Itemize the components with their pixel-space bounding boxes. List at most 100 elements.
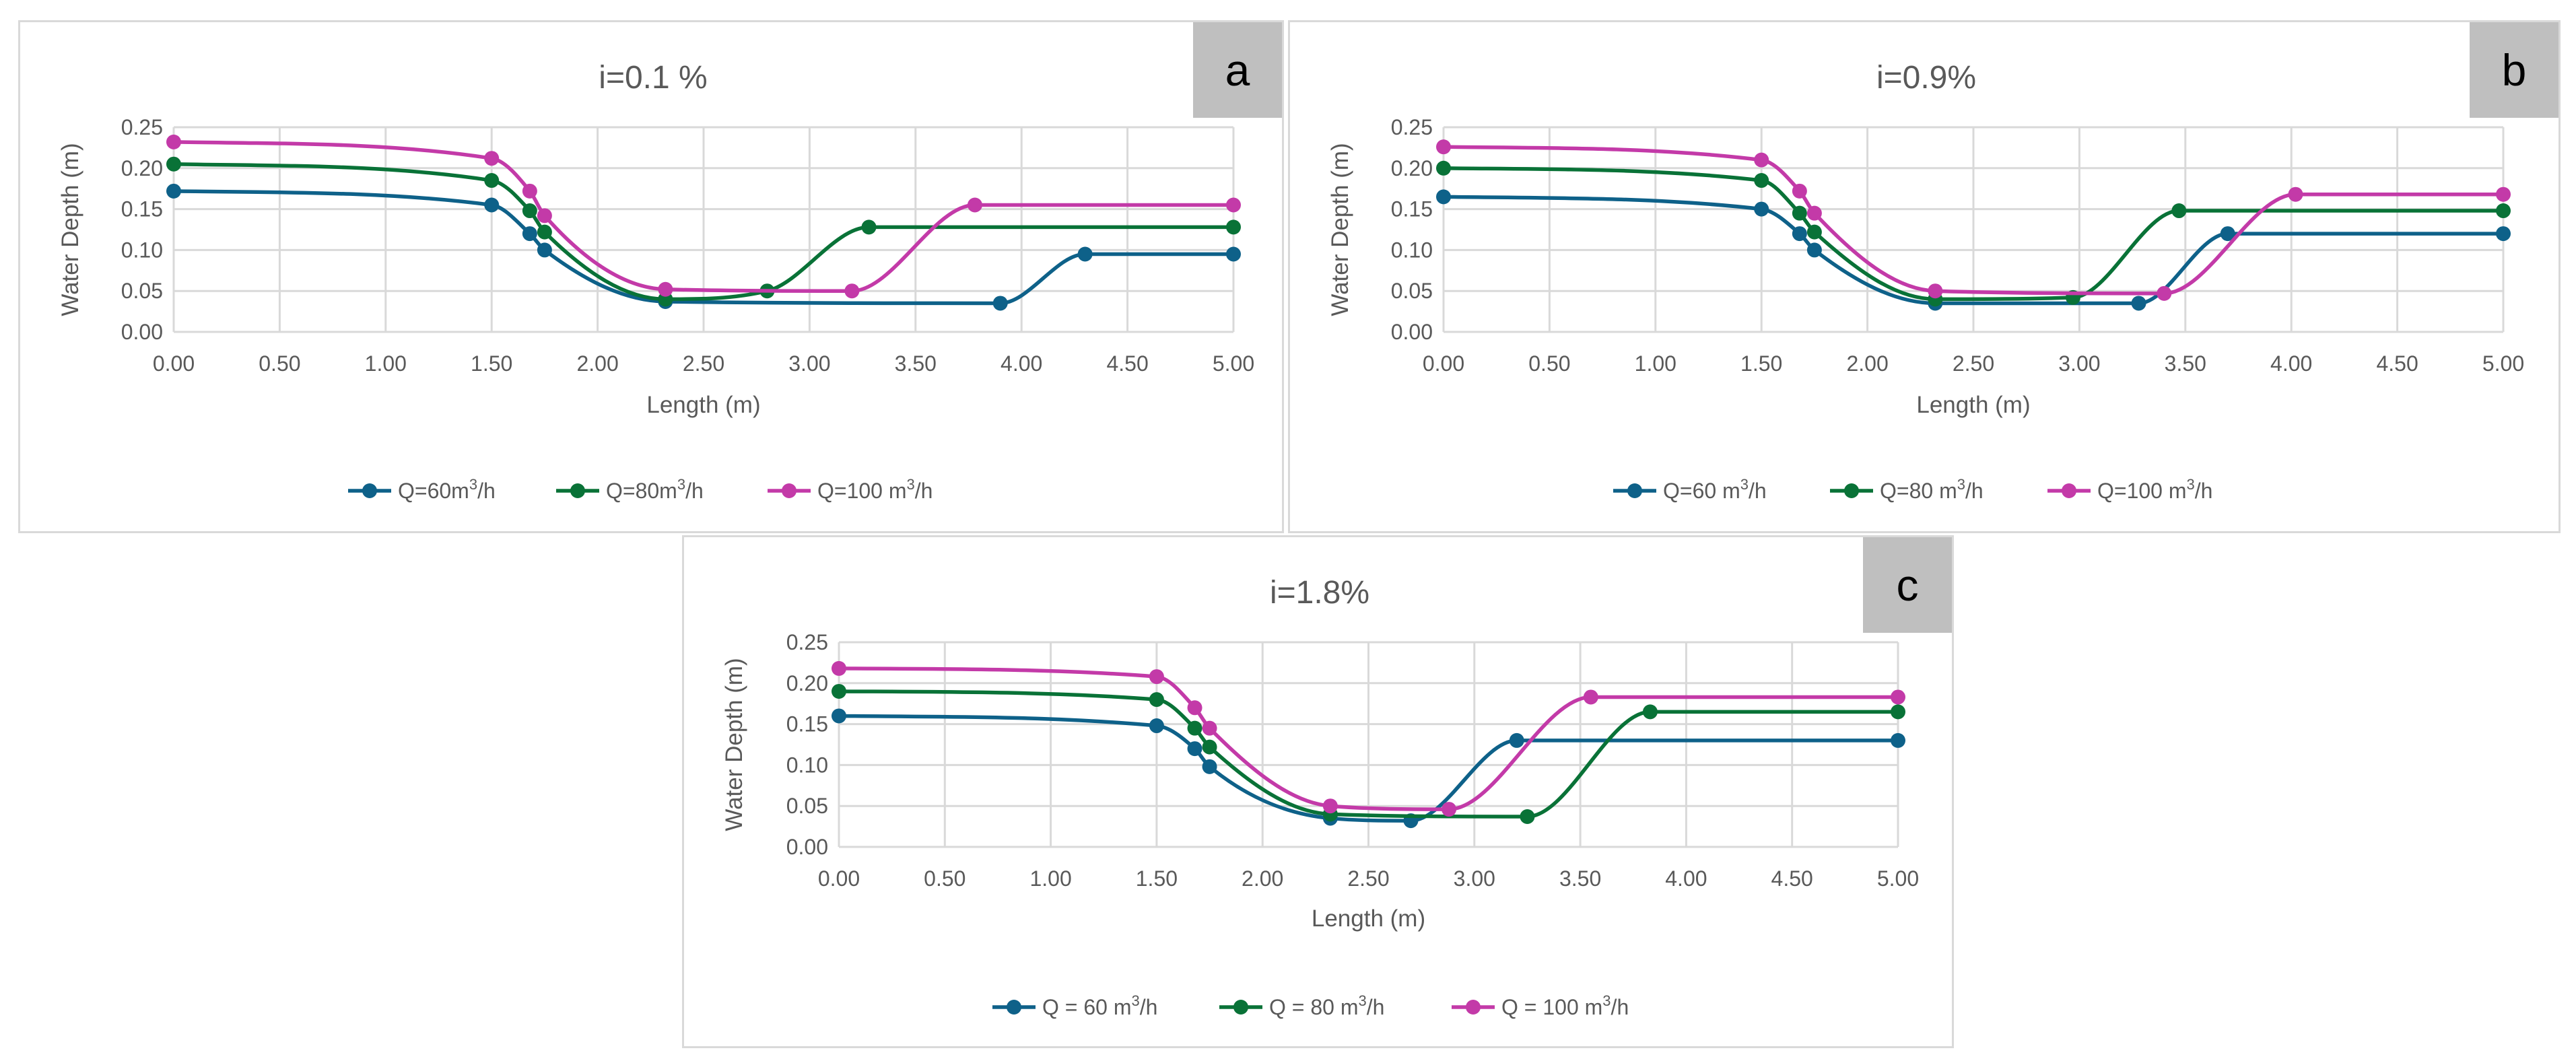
chart-b-data-point <box>1792 226 1807 242</box>
chart-a-data-point <box>522 203 537 219</box>
chart-b-data-point <box>2157 285 2172 301</box>
chart-a-data-point <box>1077 246 1093 262</box>
chart-c-xtick-label: 2.50 <box>1347 866 1389 891</box>
chart-a-legend-marker <box>570 483 585 498</box>
chart-a-legend-marker <box>362 483 377 498</box>
chart-panel-a: 0.00 0.05 0.10 0.15 0.20 0.25 0.00 0.50 1.00 1.50… <box>18 20 1284 533</box>
chart-b-legend-marker <box>2062 483 2076 498</box>
chart-b-xtick-label: 4.00 <box>2270 351 2312 376</box>
chart-a-legend-item: Q=60m3/h <box>348 476 496 503</box>
chart-c-xtick-label: 3.50 <box>1559 866 1601 891</box>
chart-b-xtick-label: 2.00 <box>1846 351 1888 376</box>
chart-b-data-point <box>2220 226 2235 242</box>
chart-b-xtick-label: 3.50 <box>2165 351 2206 376</box>
chart-a-data-point <box>537 224 552 240</box>
chart-a-ytick-label: 0.10 <box>121 238 163 262</box>
chart-c-ytick-label: 0.05 <box>786 794 828 818</box>
chart-b-ytick-label: 0.15 <box>1391 197 1433 221</box>
chart-b-legend-label: Q=60 m3/h <box>1663 476 1767 503</box>
chart-a-title: i=0.1 % <box>599 60 707 96</box>
chart-a-legend-unit: 3 <box>469 476 477 493</box>
chart-a-x-axis-title: Length (m) <box>646 392 760 418</box>
chart-a-xtick-label: 3.50 <box>895 351 937 376</box>
chart-a-data-point <box>861 219 877 235</box>
chart-a-xtick-label: 2.00 <box>576 351 618 376</box>
chart-c-legend-label: Q = 60 m3/h <box>1042 992 1157 1019</box>
chart-b-data-point <box>1792 205 1807 221</box>
chart-c-data-point <box>1202 759 1217 774</box>
chart-a-legend-unit: 3 <box>907 476 915 493</box>
chart-b-title: i=0.9% <box>1876 60 1976 96</box>
chart-a-series-line <box>173 189 1233 306</box>
chart-c-legend-marker <box>1233 1000 1248 1015</box>
chart-c-title: i=1.8% <box>1270 575 1369 611</box>
chart-b-ytick-label: 0.20 <box>1391 156 1433 180</box>
chart-c-data-point <box>1891 704 1905 720</box>
chart-c-xtick-label: 3.00 <box>1454 866 1495 891</box>
chart-panel-c: 0.00 0.05 0.10 0.15 0.20 0.25 0.00 0.50 1.00 1.50… <box>682 535 1954 1048</box>
chart-a-legend-name: Q=100 m <box>817 479 907 503</box>
chart-a-gridlines <box>172 126 1235 333</box>
chart-b-data-point <box>2131 296 2146 311</box>
panel-label-b: b <box>2470 22 2558 118</box>
chart-c-legend-unit: 3 <box>1359 992 1367 1009</box>
chart-b-legend-unit: 3 <box>1957 476 1965 493</box>
chart-a-data-point <box>166 183 181 199</box>
chart-a-ytick-label: 0.05 <box>121 279 163 303</box>
chart-c-series-line <box>838 714 1898 823</box>
chart-c-legend-name: Q = 60 m <box>1042 995 1132 1019</box>
chart-a-data-point <box>522 226 537 242</box>
chart-b-legend-item: Q=80 m3/h <box>1830 476 1984 503</box>
chart-b-xtick-label: 5.00 <box>2482 351 2524 376</box>
chart-c-ytick-label: 0.15 <box>786 712 828 736</box>
chart-c-ytick-label: 0.10 <box>786 753 828 777</box>
chart-b-x-axis-title: Length (m) <box>1916 392 2030 418</box>
chart-a-ytick-label: 0.20 <box>121 156 163 180</box>
chart-b-xtick-label: 3.00 <box>2058 351 2100 376</box>
chart-a-data-point <box>166 134 181 149</box>
chart-a-legend-suffix: /h <box>915 479 933 503</box>
chart-b-legend-unit: 3 <box>1740 476 1749 493</box>
chart-a-data-point <box>484 151 500 166</box>
chart-b-ytick-label: 0.00 <box>1391 320 1433 344</box>
chart-a-xtick-label: 1.50 <box>471 351 512 376</box>
chart-c-series-1 <box>832 683 1905 825</box>
chart-b-xtick-label: 0.00 <box>1423 351 1464 376</box>
chart-a-legend-name: Q=80m <box>606 479 677 503</box>
chart-c-data-point <box>1642 704 1658 720</box>
chart-a-data-point <box>1226 219 1241 235</box>
chart-c-legend: Q = 60 m3/h Q = 80 m3/h Q = 100 m3/h <box>992 992 1629 1019</box>
chart-c-data-point <box>1322 798 1338 814</box>
chart-c-xtick-label: 5.00 <box>1877 866 1919 891</box>
chart-b-legend: Q=60 m3/h Q=80 m3/h Q=100 m3/h <box>1613 476 2212 503</box>
chart-c-data-point <box>1583 689 1598 705</box>
chart-a-data-point <box>967 197 982 213</box>
chart-a-data-point <box>658 281 673 297</box>
chart-c-data-point <box>1891 732 1905 748</box>
chart-b-legend-name: Q=100 m <box>2097 479 2187 503</box>
chart-c-data-point <box>1442 802 1457 817</box>
chart-b-gridlines <box>1442 126 2505 333</box>
chart-a-data-point <box>844 283 860 299</box>
chart-b-data-point <box>1436 139 1451 155</box>
chart-a-legend-label: Q=60m3/h <box>398 476 496 503</box>
chart-c-xtick-label: 4.50 <box>1771 866 1813 891</box>
chart-c-legend-name: Q = 100 m <box>1501 995 1602 1019</box>
chart-a-data-point <box>1226 197 1241 213</box>
chart-a-xtick-label: 4.50 <box>1106 351 1148 376</box>
chart-a-xtick-label: 3.00 <box>788 351 830 376</box>
chart-a-data-point <box>1226 246 1241 262</box>
chart-a-series-line <box>173 162 1233 302</box>
chart-b-data-point <box>1436 189 1451 205</box>
chart-a-xtick-label: 4.00 <box>1001 351 1042 376</box>
chart-b-legend-suffix: /h <box>1965 479 1984 503</box>
chart-c-legend-label: Q = 80 m3/h <box>1269 992 1384 1019</box>
chart-b-legend-name: Q=60 m <box>1663 479 1740 503</box>
chart-c-data-point <box>1202 739 1217 755</box>
chart-b-legend-item: Q=100 m3/h <box>2047 476 2212 503</box>
chart-a-legend-marker <box>782 483 796 498</box>
chart-c-xtick-label: 1.00 <box>1029 866 1071 891</box>
chart-b-xtick-label: 0.50 <box>1528 351 1570 376</box>
chart-a-ytick-label: 0.00 <box>121 320 163 344</box>
chart-a-data-point <box>484 173 500 188</box>
